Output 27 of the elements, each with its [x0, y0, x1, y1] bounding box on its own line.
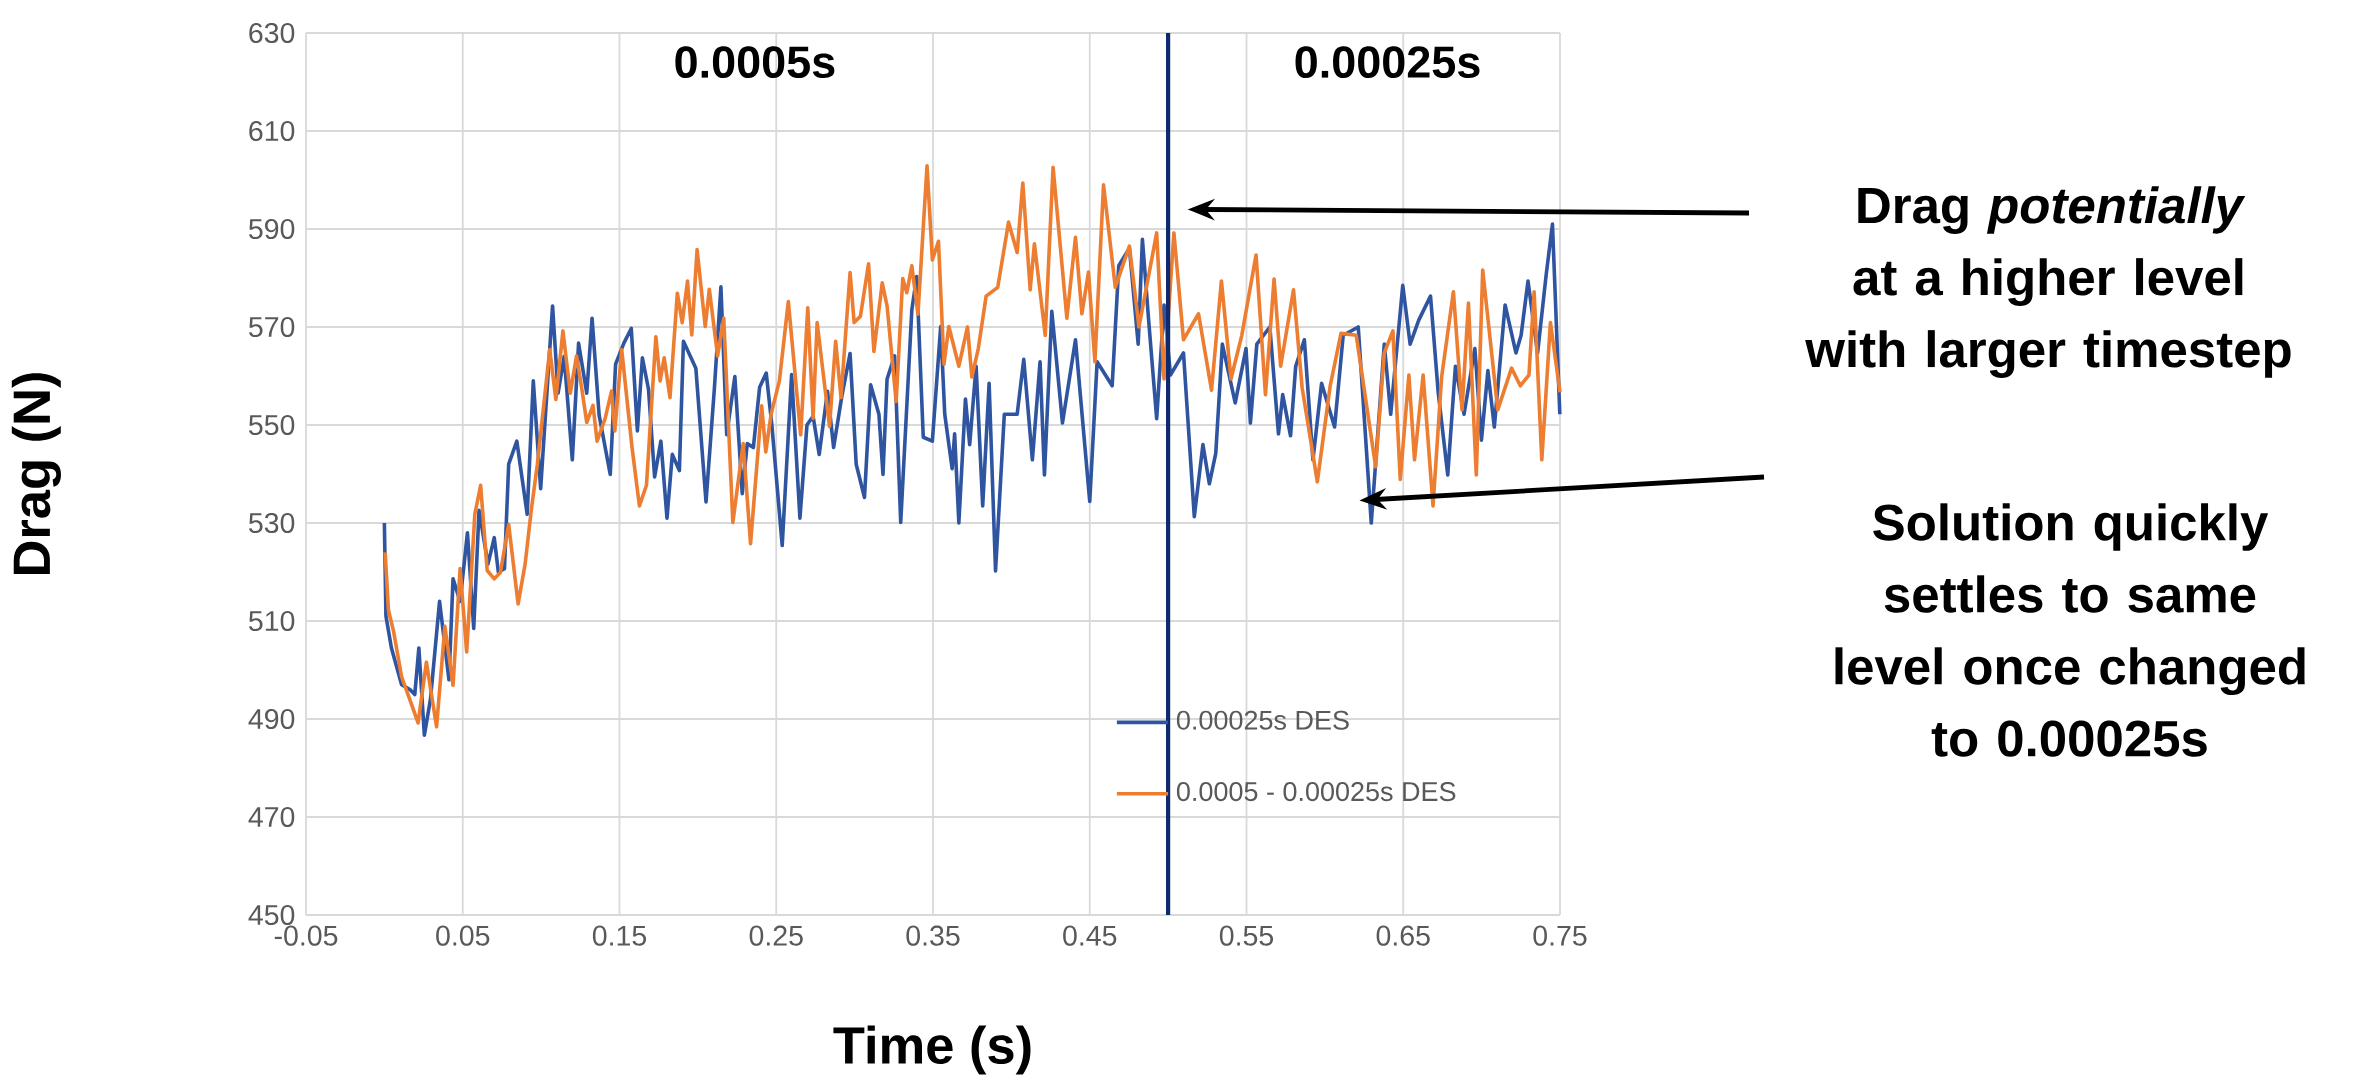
y-tick-label: 610: [249, 120, 295, 142]
y-tick-label: 510: [248, 610, 295, 632]
y-tick-label: 590: [248, 218, 295, 240]
x-tick-label: 0.65: [1376, 925, 1430, 946]
y-tick-label: 450: [248, 904, 295, 926]
y-tick-label: 530: [248, 512, 295, 534]
x-tick-label: 0.05: [436, 925, 490, 946]
y-tick-label: 490: [248, 708, 295, 730]
x-tick-label: 0.55: [1219, 925, 1274, 946]
x-tick-label: 0.45: [1063, 925, 1117, 946]
legend-label: 0.00025s DES: [1176, 710, 1349, 730]
x-tick-label: -0.05: [274, 925, 338, 946]
x-tick-label: 0.25: [749, 925, 803, 946]
y-tick-label: 470: [248, 806, 295, 828]
x-tick-label: 0.75: [1533, 925, 1587, 946]
y-axis-title: Drag (N): [11, 373, 61, 575]
y-tick-label: 550: [248, 414, 295, 436]
annotation: 0.00025s: [1295, 46, 1480, 79]
annotation: 0.0005s: [675, 46, 835, 79]
legend-label: 0.0005 - 0.00025s DES: [1176, 782, 1456, 802]
text: Drag potentially at a higher level with larger timestep: [1805, 186, 2291, 378]
y-tick-label: 570: [248, 316, 295, 338]
x-axis-title: Time (s): [833, 1025, 1031, 1075]
y-tick-label: 630: [249, 22, 295, 44]
text: Solution quickly settles to same level once changed to 0.00025s: [1835, 503, 2305, 757]
x-tick-label: 0.35: [906, 925, 960, 946]
x-tick-label: 0.15: [592, 925, 647, 946]
